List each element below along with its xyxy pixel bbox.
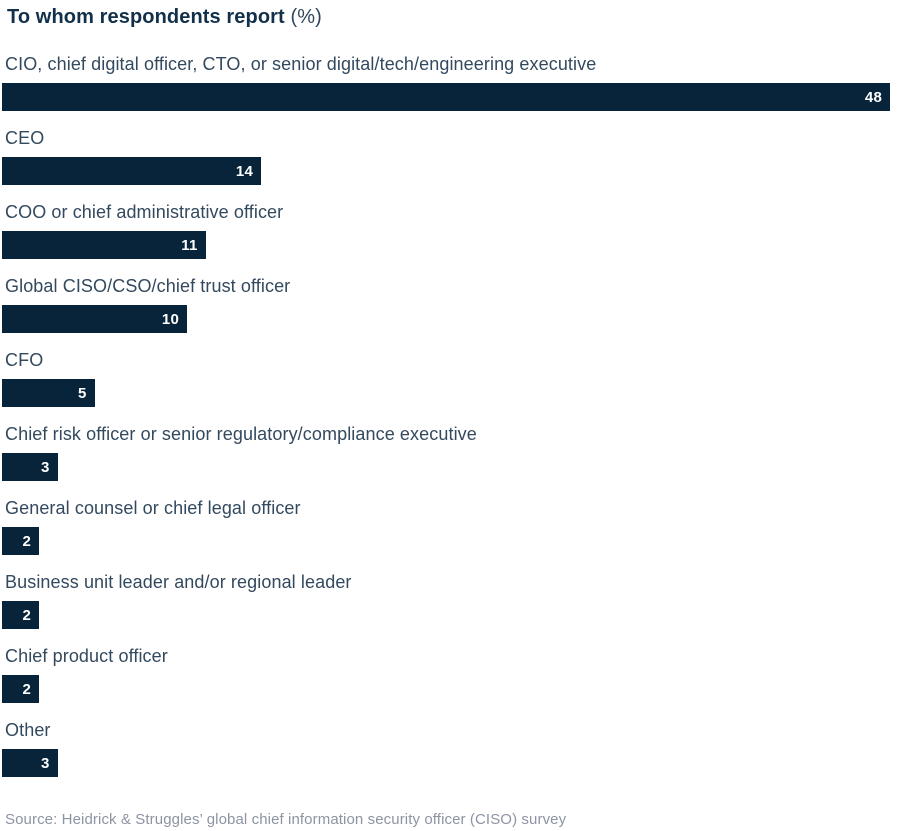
bar: 14 xyxy=(2,157,261,185)
bar: 11 xyxy=(2,231,206,259)
bar-category-label: CEO xyxy=(5,128,45,148)
bar-row: Chief risk officer or senior regulatory/… xyxy=(0,423,900,497)
bar-value-label: 5 xyxy=(77,384,87,402)
bar-row: COO or chief administrative officer 11 xyxy=(0,201,900,275)
bar-value-label: 14 xyxy=(235,162,253,180)
bar-row: CFO 5 xyxy=(0,349,900,423)
bar: 2 xyxy=(2,601,39,629)
bar-row: General counsel or chief legal officer 2 xyxy=(0,497,900,571)
source-note: Source: Heidrick & Struggles’ global chi… xyxy=(5,811,567,828)
bar-row: Global CISO/CSO/chief trust officer 10 xyxy=(0,275,900,349)
bar: 48 xyxy=(2,83,890,111)
bar-value-label: 3 xyxy=(40,754,50,772)
bar-row: CIO, chief digital officer, CTO, or seni… xyxy=(0,53,900,127)
bar-category-label: Global CISO/CSO/chief trust officer xyxy=(5,276,291,296)
chart-title-text: To whom respondents report xyxy=(7,6,285,28)
bar: 2 xyxy=(2,527,39,555)
bar-category-label: Business unit leader and/or regional lea… xyxy=(5,572,352,592)
bar: 10 xyxy=(2,305,187,333)
bar-category-label: Chief product officer xyxy=(5,646,168,666)
bar-value-label: 3 xyxy=(40,458,50,476)
bar-category-label: CIO, chief digital officer, CTO, or seni… xyxy=(5,54,597,74)
chart-title: To whom respondents report (%) xyxy=(7,5,900,29)
bar-row: Business unit leader and/or regional lea… xyxy=(0,571,900,645)
bar-category-label: General counsel or chief legal officer xyxy=(5,498,301,518)
bar-value-label: 2 xyxy=(22,606,31,624)
bar-rows: CIO, chief digital officer, CTO, or seni… xyxy=(0,53,900,793)
bar-value-label: 11 xyxy=(181,236,198,254)
bar: 2 xyxy=(2,675,39,703)
bar: 3 xyxy=(2,749,58,777)
bar-category-label: CFO xyxy=(5,350,44,370)
bar: 5 xyxy=(2,379,95,407)
bar-row: Other 3 xyxy=(0,719,900,793)
bar-category-label: Other xyxy=(5,720,51,740)
chart-title-unit: (%) xyxy=(290,6,322,28)
bar-row: Chief product officer 2 xyxy=(0,645,900,719)
bar-category-label: COO or chief administrative officer xyxy=(5,202,284,222)
bar-row: CEO 14 xyxy=(0,127,900,201)
bar-value-label: 48 xyxy=(864,88,882,106)
bar-category-label: Chief risk officer or senior regulatory/… xyxy=(5,424,477,444)
bar: 3 xyxy=(2,453,58,481)
bar-value-label: 10 xyxy=(161,310,179,328)
bar-value-label: 2 xyxy=(22,532,31,550)
bar-value-label: 2 xyxy=(22,680,31,698)
